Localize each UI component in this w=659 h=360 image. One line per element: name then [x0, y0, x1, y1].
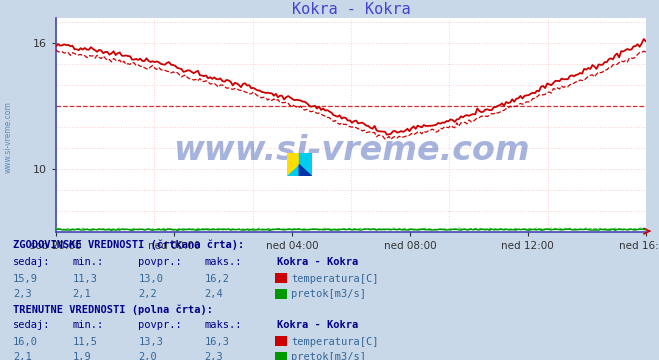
- Text: www.si-vreme.com: www.si-vreme.com: [3, 101, 13, 173]
- Polygon shape: [299, 165, 312, 176]
- Text: 15,9: 15,9: [13, 274, 38, 284]
- Text: 16,2: 16,2: [204, 274, 229, 284]
- Text: 2,2: 2,2: [138, 289, 157, 300]
- Text: 13,3: 13,3: [138, 337, 163, 347]
- Text: pretok[m3/s]: pretok[m3/s]: [291, 352, 366, 360]
- Text: min.:: min.:: [72, 257, 103, 267]
- Text: 2,3: 2,3: [204, 352, 223, 360]
- Text: Kokra - Kokra: Kokra - Kokra: [277, 320, 358, 330]
- Text: sedaj:: sedaj:: [13, 257, 51, 267]
- Polygon shape: [287, 165, 299, 176]
- Text: www.si-vreme.com: www.si-vreme.com: [173, 134, 529, 167]
- Text: 2,3: 2,3: [13, 289, 32, 300]
- Text: 1,9: 1,9: [72, 352, 91, 360]
- Text: povpr.:: povpr.:: [138, 257, 182, 267]
- Text: temperatura[C]: temperatura[C]: [291, 274, 379, 284]
- Title: Kokra - Kokra: Kokra - Kokra: [291, 2, 411, 17]
- Text: 2,1: 2,1: [72, 289, 91, 300]
- Text: TRENUTNE VREDNOSTI (polna črta):: TRENUTNE VREDNOSTI (polna črta):: [13, 304, 213, 315]
- Text: 11,3: 11,3: [72, 274, 98, 284]
- Text: maks.:: maks.:: [204, 320, 242, 330]
- Text: temperatura[C]: temperatura[C]: [291, 337, 379, 347]
- Text: min.:: min.:: [72, 320, 103, 330]
- Text: 2,4: 2,4: [204, 289, 223, 300]
- Text: 13,0: 13,0: [138, 274, 163, 284]
- Text: povpr.:: povpr.:: [138, 320, 182, 330]
- Bar: [287, 153, 299, 176]
- Text: pretok[m3/s]: pretok[m3/s]: [291, 289, 366, 300]
- Text: 11,5: 11,5: [72, 337, 98, 347]
- Text: sedaj:: sedaj:: [13, 320, 51, 330]
- Text: 16,0: 16,0: [13, 337, 38, 347]
- Bar: [299, 153, 312, 176]
- Text: ZGODOVINSKE VREDNOSTI (črtkana črta):: ZGODOVINSKE VREDNOSTI (črtkana črta):: [13, 239, 244, 250]
- Text: Kokra - Kokra: Kokra - Kokra: [277, 257, 358, 267]
- Text: 16,3: 16,3: [204, 337, 229, 347]
- Text: 2,0: 2,0: [138, 352, 157, 360]
- Text: maks.:: maks.:: [204, 257, 242, 267]
- Text: 2,1: 2,1: [13, 352, 32, 360]
